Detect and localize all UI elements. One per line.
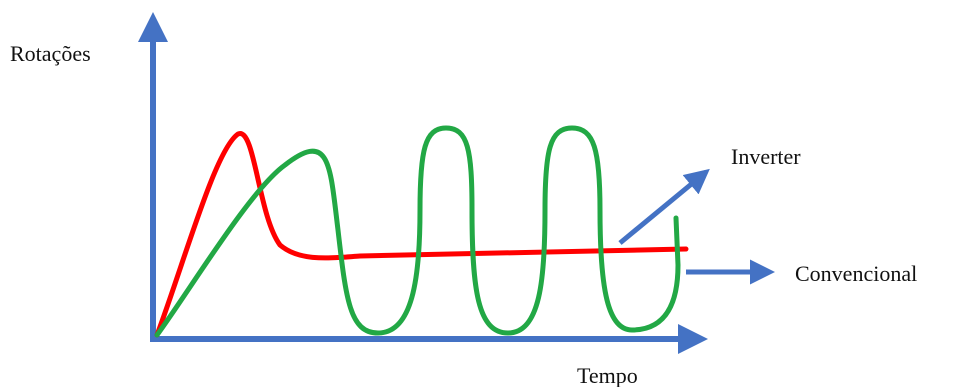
inverter-pointer-arrow: [618, 168, 710, 245]
x-axis-label: Tempo: [577, 363, 638, 387]
inverter-curve: [154, 131, 689, 338]
inverter-label: Inverter: [731, 144, 801, 169]
convencional-label: Convencional: [795, 261, 917, 286]
convencional-curve: [154, 125, 681, 338]
y-axis-label: Rotações: [10, 41, 91, 66]
